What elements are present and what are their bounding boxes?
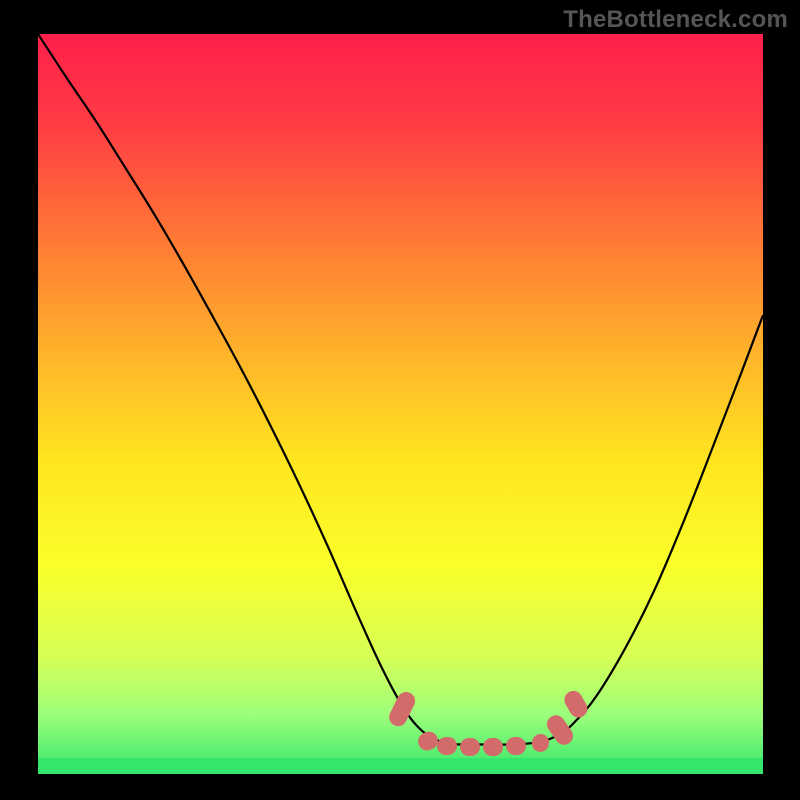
- dash-segment: [530, 732, 551, 753]
- dash-segment: [386, 689, 418, 729]
- dash-segment: [561, 687, 590, 720]
- dash-segment: [460, 738, 480, 756]
- dash-segment: [506, 737, 527, 756]
- watermark-text: TheBottleneck.com: [563, 6, 788, 34]
- chart-plot-area: [38, 34, 763, 774]
- dash-segment: [437, 736, 459, 755]
- chart-dash-overlay: [38, 34, 763, 774]
- dash-segment: [483, 738, 503, 756]
